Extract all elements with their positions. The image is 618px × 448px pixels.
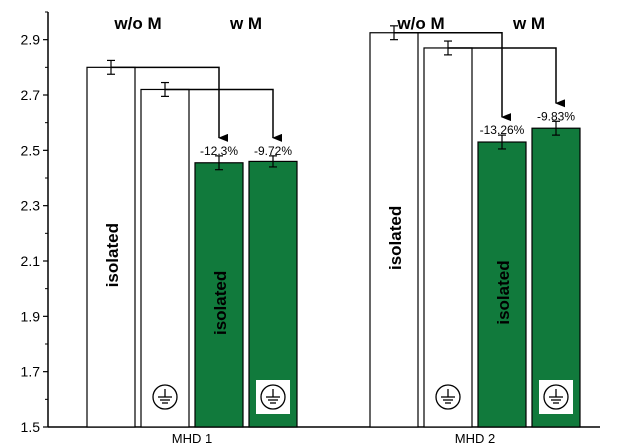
arrow-path — [165, 88, 282, 142]
bar — [140, 88, 190, 428]
arrow-path — [111, 66, 228, 142]
bar — [369, 32, 419, 428]
ground-icon — [539, 380, 573, 414]
arrow-path — [448, 47, 565, 108]
group-header-label: w M — [512, 14, 545, 33]
y-tick-label: 2.7 — [21, 87, 41, 103]
y-tick-label: 1.9 — [21, 308, 41, 324]
y-tick-label: 1.5 — [21, 419, 41, 435]
bar — [194, 162, 244, 428]
y-tick-label: 2.5 — [21, 142, 41, 158]
percent-change-label: -13.26% — [480, 123, 525, 137]
ground-icon-circle — [435, 384, 461, 410]
percent-change-label: -9.72% — [254, 144, 292, 158]
x-axis: MHD 1 MHD 2 — [172, 431, 495, 446]
y-axis: 1.5 1.7 1.9 2.1 2.3 2.5 2.7 2.9 — [21, 11, 600, 435]
bars: isolated isolated isolated isolated — [86, 25, 581, 428]
y-tick-label: 2.9 — [21, 32, 41, 48]
percent-change-label: -9.83% — [537, 109, 575, 123]
change-arrow: -9.72% — [165, 88, 292, 158]
bar-label: isolated — [386, 206, 405, 270]
bar — [477, 141, 527, 428]
bar — [86, 66, 136, 428]
bar-label: isolated — [103, 223, 122, 287]
group-header-label: w/o M — [396, 14, 444, 33]
bar-label: isolated — [494, 260, 513, 324]
ground-icon — [152, 384, 178, 410]
x-category-label: MHD 2 — [455, 431, 495, 446]
arrow-path — [394, 32, 511, 122]
ground-icon — [256, 380, 290, 414]
y-tick-label: 2.1 — [21, 253, 41, 269]
bar — [423, 47, 473, 428]
annotations: -12.3% -9.72% -13.26% -9.83% — [111, 32, 575, 158]
change-arrow: -9.83% — [448, 47, 575, 123]
bar-label: isolated — [211, 271, 230, 335]
x-category-label: MHD 1 — [172, 431, 212, 446]
y-tick-label: 1.7 — [21, 364, 41, 380]
bar — [531, 127, 581, 428]
group-header-label: w M — [229, 14, 262, 33]
group-headers: w/o M w M w/o M w M — [113, 14, 545, 33]
ground-icon-circle — [260, 384, 286, 410]
change-arrow: -13.26% — [394, 32, 525, 137]
percent-change-label: -12.3% — [200, 144, 238, 158]
group-header-label: w/o M — [113, 14, 161, 33]
y-tick-label: 2.3 — [21, 198, 41, 214]
change-arrow: -12.3% — [111, 66, 238, 158]
ground-icon — [435, 384, 461, 410]
ground-icon-circle — [152, 384, 178, 410]
ground-icon-circle — [543, 384, 569, 410]
